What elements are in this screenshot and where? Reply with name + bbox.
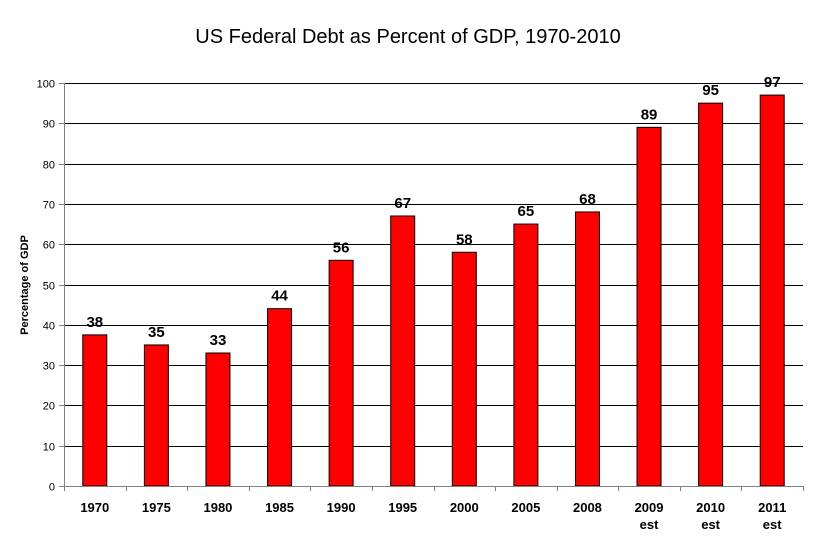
bar [574,211,600,487]
y-tick-label: 30 [43,361,55,373]
bar [698,102,724,487]
y-tick-label: 100 [37,79,55,91]
x-tick-label: 1970 [80,500,109,515]
bar [328,259,354,487]
x-tick-label: 2000 [450,500,479,515]
x-tick-label-line: 1990 [327,500,356,515]
bar [143,344,169,487]
data-label: 56 [333,239,350,256]
data-label: 35 [148,324,165,341]
data-label: 97 [764,74,781,91]
data-label: 58 [456,231,473,248]
bar [636,126,662,487]
data-label: 67 [394,195,411,212]
x-tick-label-line: 1985 [265,500,294,515]
x-tick-label-line: 1995 [388,500,417,515]
x-tick-label-line: 1970 [80,500,109,515]
data-label: 33 [210,332,227,349]
x-tick-label-line: 2010 [696,500,725,515]
y-tick-label: 80 [43,160,55,172]
x-tick-label-line: 1980 [203,500,232,515]
bar [390,215,416,487]
y-tick-label: 10 [43,442,55,454]
y-tick-label: 20 [43,401,55,413]
x-tick-label-line: est [763,517,782,532]
y-axis-label: Percentage of GDP [19,235,31,335]
x-tick-label-line: 2005 [511,500,540,515]
chart-title: US Federal Debt as Percent of GDP, 1970-… [195,26,620,48]
bar [267,308,293,487]
y-tick-label: 70 [43,200,55,212]
data-label: 38 [86,314,103,331]
x-tick-label-line: 2009 [635,500,664,515]
x-tick-label-line: est [701,517,720,532]
data-label: 65 [518,203,535,220]
y-tick-label: 50 [43,281,55,293]
x-tick-label: 2008 [573,500,602,515]
labels: 0 10 20 30 40 50 60 70 80 90 100 38 1970 35 1975 33 1980… [37,74,787,532]
axes [64,83,804,491]
bar [451,251,477,487]
data-label: 95 [702,82,719,99]
x-tick-label: 2009 est [635,500,664,532]
x-tick-label: 2011 est [758,500,786,532]
x-tick-label: 1985 [265,500,294,515]
data-label: 89 [641,106,658,123]
x-tick-label: 1975 [142,500,171,515]
x-tick-label-line: 1975 [142,500,171,515]
data-label: 68 [579,191,596,208]
bar [205,352,231,487]
x-tick-label: 1980 [203,500,232,515]
y-tick-label: 0 [49,482,55,494]
data-label: 44 [271,288,288,305]
x-tick-label: 1990 [327,500,356,515]
bars [82,94,785,487]
bar [82,334,108,487]
bar [513,223,539,487]
y-tick-label: 90 [43,119,55,131]
x-tick-label-line: est [640,517,659,532]
x-tick-label: 1995 [388,500,417,515]
x-tick-label-line: 2011 [758,500,786,515]
x-tick-label-line: 2000 [450,500,479,515]
x-tick-label-line: 2008 [573,500,602,515]
y-tick-label: 60 [43,240,55,252]
x-tick-label: 2010 est [696,500,725,532]
x-tick-label: 2005 [511,500,540,515]
bar [759,94,785,487]
y-tick-label: 40 [43,321,55,333]
gridlines [59,83,803,487]
